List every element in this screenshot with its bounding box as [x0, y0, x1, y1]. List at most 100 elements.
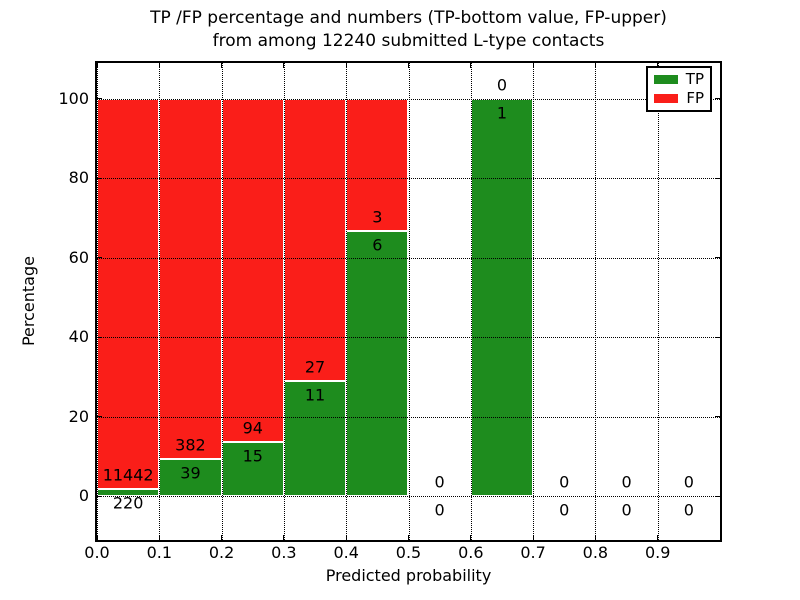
y-tick-mark-right [715, 177, 720, 179]
fp-count-label: 0 [621, 472, 632, 492]
x-tick-mark [283, 535, 285, 540]
bar-segment-fp [221, 98, 284, 442]
y-tick-mark [97, 177, 102, 179]
x-tick-mark [657, 535, 659, 540]
tp-count-label: 6 [372, 235, 383, 255]
x-gridline [346, 63, 348, 540]
bar-segment-fp [346, 98, 409, 232]
x-tick-mark-top [345, 63, 347, 68]
x-tick-mark-top [408, 63, 409, 68]
bar-segment-fp [283, 98, 347, 382]
x-gridline [97, 63, 98, 540]
y-tick-mark [97, 98, 102, 100]
x-gridline [533, 63, 535, 540]
x-tick-mark [408, 535, 409, 540]
tp-count-label: 15 [242, 446, 263, 466]
x-gridline [595, 63, 597, 540]
tp-count-label: 1 [496, 103, 508, 123]
x-tick-mark-top [283, 63, 285, 68]
x-tick-mark-top [594, 63, 596, 68]
y-tick-mark-right [715, 257, 720, 259]
x-tick-label: 0.3 [271, 543, 297, 562]
x-tick-label: 0.5 [395, 543, 422, 562]
legend-item-fp: FP [654, 91, 704, 106]
x-tick-mark [470, 535, 472, 540]
y-axis-label: Percentage [19, 256, 38, 347]
x-tick-mark [594, 535, 596, 540]
chart-title-line2: from among 12240 submitted L-type contac… [212, 31, 605, 51]
bar-segment-tp [159, 459, 222, 497]
x-tick-label: 0.2 [208, 543, 235, 562]
x-tick-label: 0.7 [520, 543, 546, 562]
legend-label-tp: TP [685, 70, 704, 88]
fp-count-label: 94 [242, 418, 263, 438]
y-tick-mark [97, 495, 102, 497]
y-gridline [97, 496, 720, 498]
y-tick-label: 60 [68, 247, 89, 267]
x-tick-mark-top [221, 63, 223, 68]
plot-area: TP FP 11442 220 382 39 94 15 27 11 3 6 0 0 0 1 0 0 0 0 0 0 [95, 61, 722, 542]
bar-segment-tp [346, 231, 409, 497]
x-gridline [221, 63, 223, 540]
x-tick-label: 0.9 [644, 543, 671, 562]
tp-count-label: 0 [559, 500, 570, 520]
x-tick-mark [221, 535, 223, 540]
x-tick-label: 0.1 [146, 543, 173, 562]
fp-count-label: 0 [434, 472, 445, 492]
x-tick-mark-top [96, 63, 98, 68]
x-tick-mark [532, 535, 534, 540]
x-tick-mark [345, 535, 347, 540]
y-gridline [97, 337, 720, 339]
x-gridline [657, 63, 659, 540]
tp-count-label: 220 [112, 493, 144, 513]
x-gridline [159, 63, 161, 540]
fp-count-label: 382 [175, 435, 206, 455]
x-gridline [470, 63, 472, 540]
bar-segment-tp [283, 381, 347, 497]
fp-count-label: 0 [683, 472, 694, 492]
x-tick-label: 0.0 [84, 543, 110, 562]
x-tick-mark-top [657, 63, 659, 68]
tp-count-label: 11 [304, 385, 326, 405]
x-tick-label: 0.8 [582, 543, 609, 562]
y-tick-label: 20 [68, 406, 89, 426]
y-gridline [97, 257, 720, 259]
y-tick-mark [97, 257, 102, 259]
fp-count-label: 27 [304, 357, 326, 377]
chart-title: TP /FP percentage and numbers (TP-bottom… [97, 7, 720, 53]
x-tick-label: 0.4 [333, 543, 359, 562]
fp-count-label: 0 [496, 75, 508, 95]
y-tick-label: 0 [78, 486, 89, 506]
legend-item-tp: TP [654, 72, 704, 87]
x-tick-mark-top [532, 63, 534, 68]
tp-count-label: 0 [683, 500, 694, 520]
fp-count-label: 11442 [102, 465, 154, 485]
tp-count-label: 0 [434, 500, 445, 520]
x-tick-mark-top [470, 63, 472, 68]
x-tick-mark [158, 535, 160, 540]
y-tick-mark [97, 416, 102, 418]
bar-segment-tp [470, 98, 534, 497]
bar-segment-fp [159, 98, 222, 460]
y-tick-mark-right [715, 336, 720, 338]
y-gridline [97, 416, 720, 418]
y-tick-mark-right [715, 495, 720, 497]
y-tick-label: 100 [58, 88, 89, 108]
y-gridline [97, 178, 720, 180]
chart-title-line1: TP /FP percentage and numbers (TP-bottom… [150, 8, 667, 28]
tp-count-label: 0 [621, 500, 632, 520]
x-tick-mark [96, 535, 98, 540]
y-tick-label: 80 [68, 168, 89, 188]
y-tick-label: 40 [68, 327, 89, 347]
y-gridline [97, 98, 720, 100]
x-tick-mark-top [158, 63, 160, 68]
fp-color-swatch [654, 94, 679, 103]
y-tick-mark-right [715, 416, 720, 418]
y-tick-mark-right [715, 98, 720, 100]
x-axis-label: Predicted probability [325, 566, 492, 585]
fp-count-label: 3 [372, 207, 383, 227]
tp-color-swatch [654, 75, 678, 84]
bar-segment-fp [97, 98, 160, 489]
y-tick-mark [97, 336, 102, 338]
